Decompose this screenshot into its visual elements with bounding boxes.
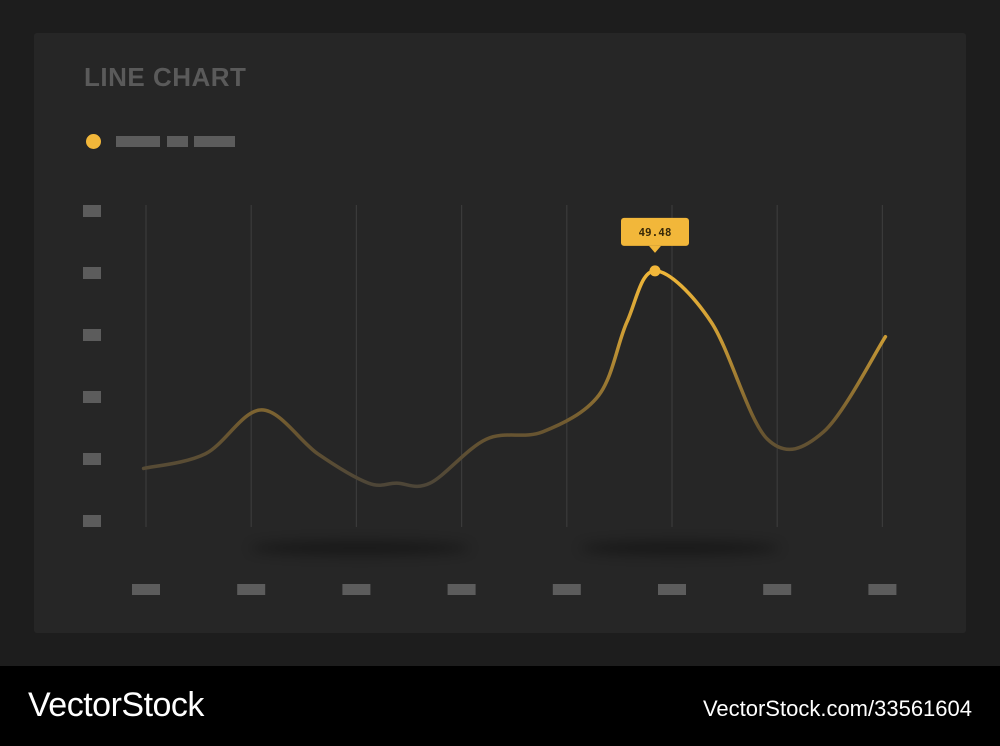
x-axis-ticks [132,584,897,595]
shadow [580,541,780,555]
x-tick-label [763,584,792,595]
y-tick-label [83,329,101,341]
stock-id: VectorStock.com/33561604 [702,696,972,721]
x-tick-label [868,584,897,595]
highlight-point [649,265,661,277]
highlight-tooltip [621,217,689,246]
y-tick-label [83,453,101,465]
chart-grid [145,205,884,527]
series-line [141,269,888,489]
legend-label-placeholder [194,136,235,147]
y-axis-ticks [83,205,101,527]
x-tick-label [658,584,686,595]
legend-dot [86,134,101,149]
shadow [250,541,470,555]
legend-label-placeholder [167,136,188,147]
x-tick-label [132,584,160,595]
y-tick-label [83,205,101,217]
chart-shadows [250,541,780,555]
chart-title: LINE CHART [84,62,247,92]
x-tick-label [237,584,266,595]
highlight-group: 49.48 [621,217,689,277]
x-tick-label [447,584,476,595]
y-tick-label [83,515,101,527]
highlight-value-label: 49.48 [638,226,671,239]
chart-card [34,33,966,633]
y-tick-label [83,267,101,279]
x-tick-label [342,584,371,595]
legend-label-placeholder [116,136,160,147]
y-tick-label [83,391,101,403]
highlight-tooltip-tail [649,245,661,253]
x-tick-label [552,584,581,595]
brand-logo: VectorStock [28,686,204,724]
watermark-bar: VectorStock VectorStock.com/33561604 [0,666,1000,746]
line-chart: 49.48 [83,205,897,595]
